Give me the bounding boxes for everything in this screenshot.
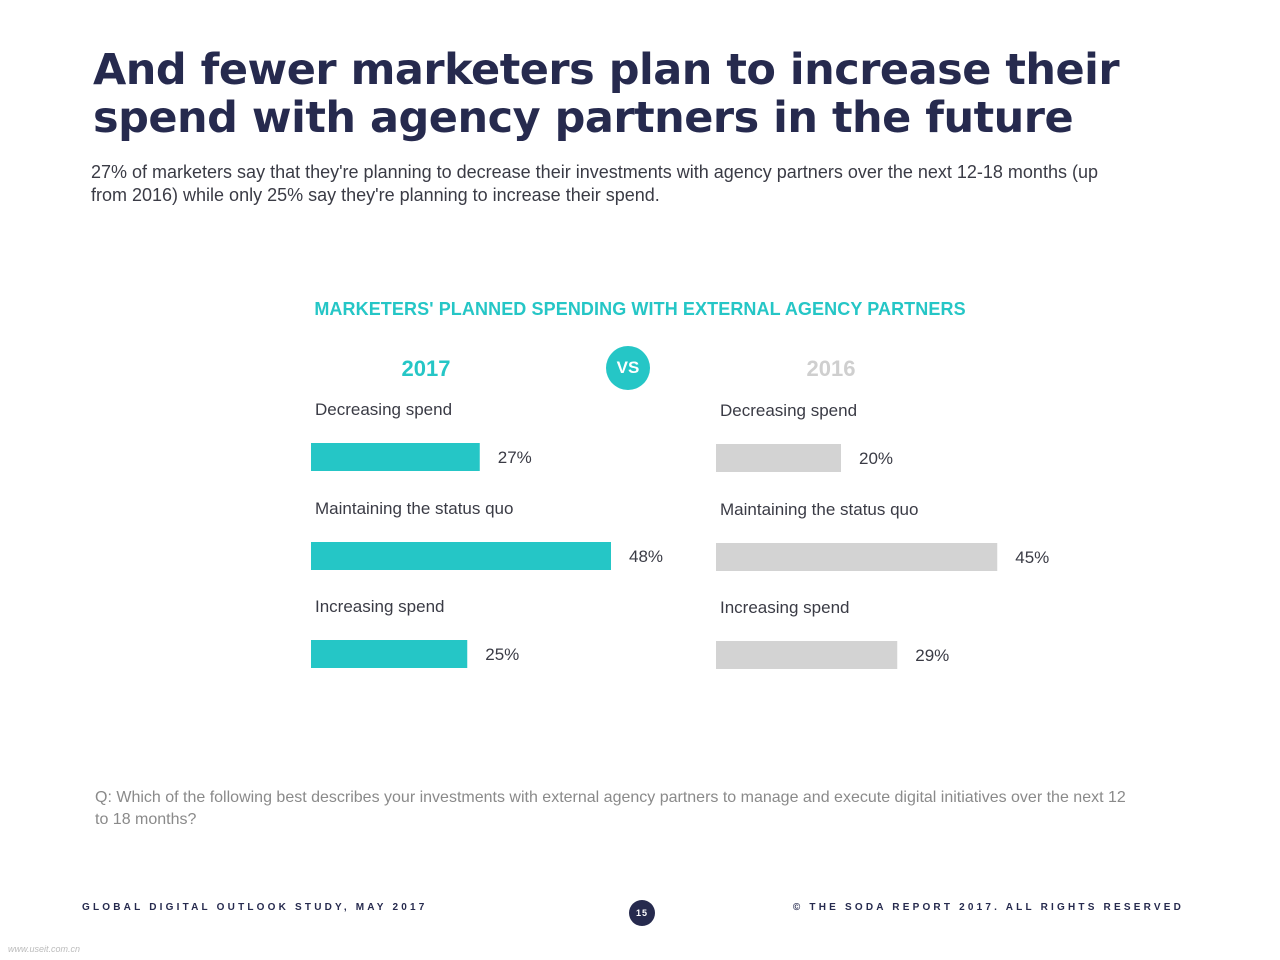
bar-2016-0: [716, 444, 841, 472]
data-label: 29%: [915, 646, 949, 665]
data-label: 25%: [485, 645, 519, 664]
bar-2017-2: [311, 640, 468, 668]
footer-study-name: GLOBAL DIGITAL OUTLOOK STUDY, MAY 2017: [82, 902, 428, 913]
bar-2016-1: [716, 543, 998, 571]
bar-2017-0: [311, 443, 480, 471]
watermark: www.useit.com.cn: [8, 944, 81, 954]
data-label: 45%: [1015, 548, 1049, 567]
category-label: Increasing spend: [315, 597, 444, 616]
category-label: Decreasing spend: [315, 400, 452, 419]
series-label-2016: 2016: [806, 356, 856, 381]
survey-question: Q: Which of the following best describes…: [95, 789, 1126, 828]
chart-title: MARKETERS' PLANNED SPENDING WITH EXTERNA…: [314, 299, 966, 319]
page-title: And fewer marketers plan to increase the…: [93, 45, 1120, 143]
footer-copyright: © THE SODA REPORT 2017. ALL RIGHTS RESER…: [792, 902, 1184, 913]
series-label-2017: 2017: [401, 356, 451, 381]
bar-2017-1: [311, 542, 611, 570]
bar-2016-2: [716, 641, 898, 669]
category-label: Decreasing spend: [720, 401, 857, 420]
category-label: Increasing spend: [720, 598, 849, 617]
vs-badge: VS: [606, 346, 650, 390]
page-number-badge: 15: [629, 900, 655, 926]
category-label: Maintaining the status quo: [720, 500, 918, 519]
category-label: Maintaining the status quo: [315, 499, 513, 518]
data-label: 20%: [859, 449, 893, 468]
data-label: 48%: [629, 547, 663, 566]
page-subtitle: 27% of marketers say that they're planni…: [91, 162, 1098, 205]
data-label: 27%: [498, 448, 532, 467]
